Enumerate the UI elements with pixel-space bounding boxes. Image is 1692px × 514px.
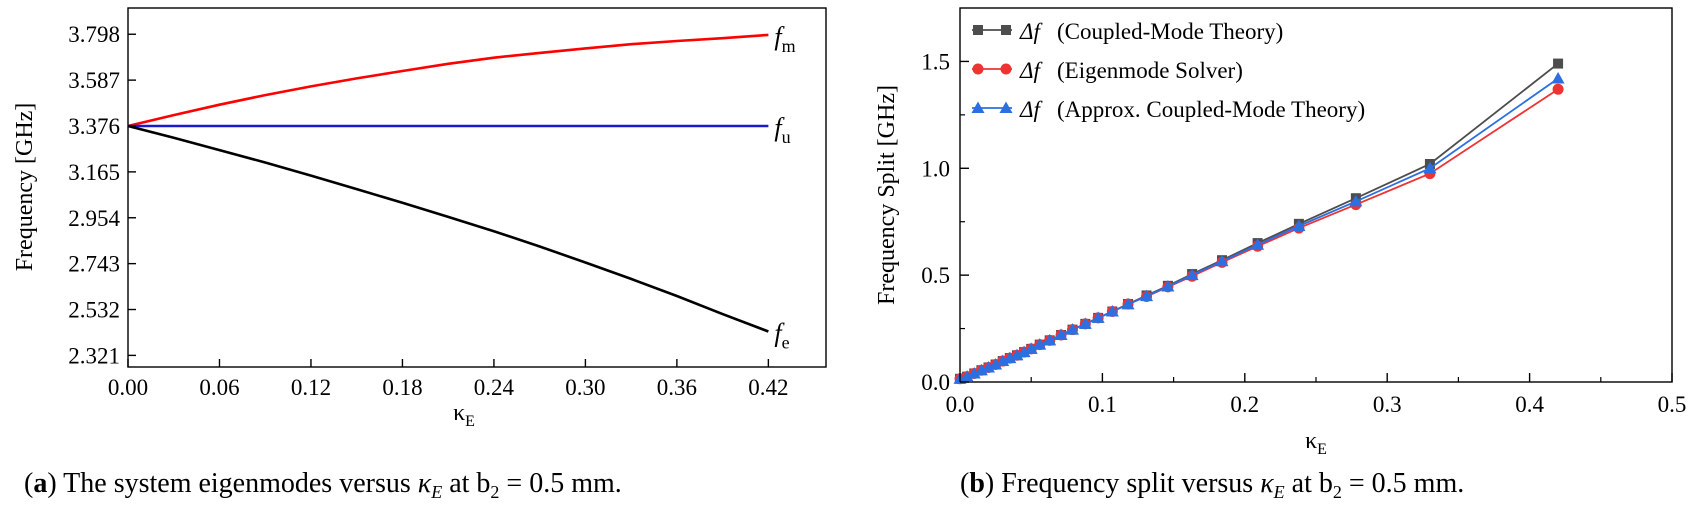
panel-b-data-point-2: [1010, 348, 1024, 361]
panel-a-caption: (a) The system eigenmodes versus κE at b…: [24, 468, 622, 502]
panel-b-data-point-2: [1121, 297, 1135, 310]
panel-b-series-line-2: [959, 77, 1559, 380]
panel-b-legend-marker-2: [971, 101, 985, 113]
panel-a-x-tick-label: 0.30: [565, 375, 605, 400]
panel-b-data-point-2: [1017, 345, 1031, 358]
panel-b-legend-symbol-1: Δf: [1019, 58, 1043, 83]
panel-a-plot-frame: [127, 7, 827, 368]
panel-b-data-point-2: [1091, 311, 1105, 323]
panel-b-data-point-2: [1043, 333, 1057, 346]
panel-b-data-point-2: [1105, 304, 1119, 317]
panel-a-series-line-f_m: [127, 33, 769, 128]
panel-b-data-point-1: [1552, 83, 1564, 95]
panel-b-data-point-2: [1024, 342, 1038, 354]
panel-b-legend-marker-1: [1000, 63, 1012, 75]
panel-b-y-tick-label: 0.0: [921, 370, 950, 395]
panel-b-y-tick-label: 1.5: [921, 49, 950, 74]
panel-b-legend-marker-2: [999, 101, 1013, 113]
panel-b-y-axis-title: Frequency Split [GHz]: [874, 85, 900, 305]
panel-a-curve-label-f_e: fe: [774, 318, 789, 352]
panel-b-data-point-2: [1349, 194, 1363, 207]
panel-b-x-tick-label: 0.1: [1088, 392, 1117, 417]
panel-b-legend-label-0: (Coupled-Mode Theory): [1057, 19, 1283, 44]
panel-b-data-point-2: [1065, 323, 1079, 335]
panel-b-legend-symbol-2: Δf: [1019, 97, 1043, 122]
panel-b-data-point-2: [1292, 219, 1306, 231]
panel-b-legend-marker-1: [972, 63, 984, 75]
panel-b-caption: (b) Frequency split versus κE at b2 = 0.…: [960, 468, 1464, 502]
panel-b-legend-marker-0: [973, 25, 983, 35]
panel-b-y-tick-label: 1.0: [921, 156, 950, 181]
panel-b-data-point-2: [960, 370, 974, 382]
panel-a-x-tick-label: 0.06: [199, 375, 239, 400]
panel-a-curve-label-f_u: fu: [774, 113, 790, 147]
panel-b-data-point-2: [967, 366, 981, 379]
panel-b-legend-label-2: (Approx. Coupled-Mode Theory): [1057, 97, 1365, 122]
panel-b-data-point-2: [1033, 338, 1047, 350]
panel-a-y-tick-label: 3.165: [68, 160, 120, 185]
panel-a-y-tick-label: 2.743: [68, 252, 120, 277]
panel-b-legend-marker-0: [1001, 25, 1011, 35]
panel-b-legend-symbol-0: Δf: [1019, 19, 1043, 44]
panel-b-legend-label-1: (Eigenmode Solver): [1057, 58, 1243, 83]
panel-a-x-tick-label: 0.36: [657, 375, 697, 400]
panel-b-data-point-2: [1078, 317, 1092, 329]
panel-b-x-tick-label: 0.2: [1230, 392, 1259, 417]
panel-a-x-tick-label: 0.12: [291, 375, 331, 400]
panel-b-y-tick-label: 0.5: [921, 263, 950, 288]
panel-a-series-line-f_e: [127, 124, 769, 333]
panel-a-y-tick-label: 2.954: [68, 206, 120, 231]
panel-a-y-tick-label: 3.798: [68, 22, 120, 47]
panel-a-y-tick-label: 2.532: [68, 298, 120, 323]
panel-b-data-point-2: [1215, 254, 1229, 267]
panel-a-x-tick-label: 0.42: [748, 375, 788, 400]
panel-a-y-axis-title: Frequency [GHz]: [12, 103, 38, 272]
panel-a-chart: 2.321 2.532 2.743 2.954 3.165 3.376 3.587 3.798…: [12, 7, 827, 430]
panel-b-x-axis-title: κE: [1305, 428, 1327, 458]
panel-b-data-point-2: [1161, 279, 1175, 292]
panel-b-data-point-2: [981, 360, 995, 373]
panel-b-data-point-2: [1185, 268, 1199, 281]
panel-b-data-point-2: [1551, 72, 1565, 84]
panel-b-data-point-2: [1423, 161, 1437, 174]
panel-b-data-point-2: [989, 357, 1003, 370]
panel-b-legend: Δf (Coupled-Mode Theory) Δf (Eigenmode Solv…: [971, 19, 1365, 122]
panel-a-x-tick-label: 0.18: [382, 375, 422, 400]
panel-b-x-tick-label: 0.3: [1373, 392, 1402, 417]
panel-a-x-axis-title: κE: [453, 400, 475, 430]
panel-b-x-tick-label: 0.0: [946, 392, 975, 417]
panel-a-curve-label-f_m: fm: [774, 22, 795, 56]
panel-b-x-tick-label: 0.5: [1658, 392, 1687, 417]
panel-b-data-point-2: [1251, 238, 1265, 250]
panel-b-data-point-2: [996, 354, 1010, 367]
panel-a-y-tick-label: 3.376: [68, 114, 120, 139]
panel-a-x-tick-label: 0.24: [474, 375, 515, 400]
panel-b-x-tick-label: 0.4: [1515, 392, 1544, 417]
panel-b-data-point-2: [1140, 289, 1154, 302]
panel-a-y-tick-label: 3.587: [68, 68, 120, 93]
panel-b-data-point-0: [1553, 58, 1564, 69]
panel-a-x-tick-label: 0.00: [108, 375, 148, 400]
panel-b-data-point-2: [1054, 328, 1068, 340]
panel-a-y-tick-label: 2.321: [68, 343, 120, 368]
panel-b-chart: 0.0 0.5 1.0 1.5 0.0 0.1 0.2 0.3 0.4 0.5 Frequenc…: [874, 7, 1687, 458]
